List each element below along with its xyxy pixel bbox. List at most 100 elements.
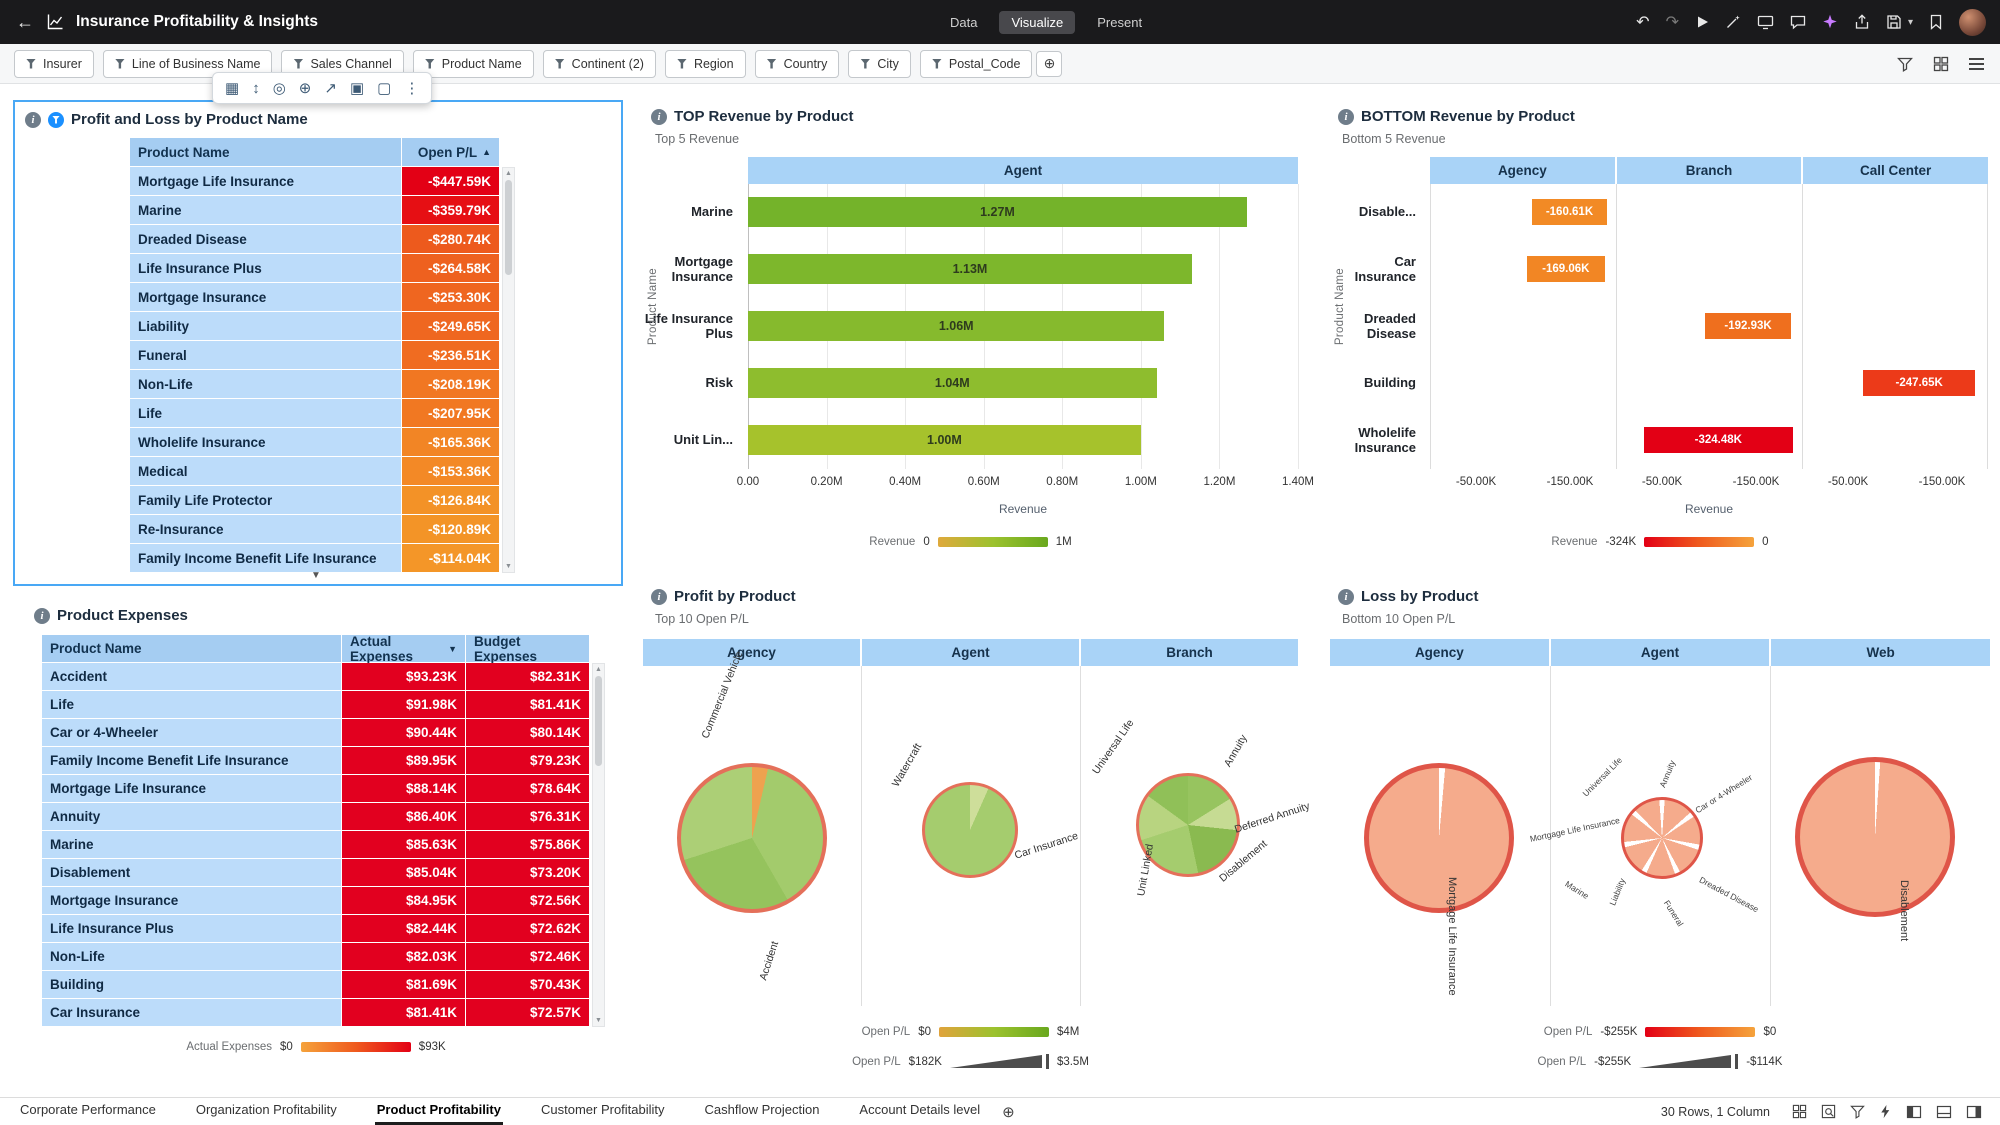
table-more-rows-icon[interactable]: ▼ — [311, 570, 321, 581]
widget-product-expenses[interactable]: i Product Expenses Product Name Actual E… — [26, 601, 606, 1071]
info-icon[interactable]: i — [34, 607, 50, 624]
filter-chip[interactable]: Insurer — [14, 49, 94, 78]
widget-profit-loss-table[interactable]: i Profit and Loss by Product Name Produc… — [13, 100, 623, 586]
table-row[interactable]: Funeral -$236.51K — [130, 341, 500, 370]
table-row[interactable]: Mortgage Life Insurance -$447.59K — [130, 167, 500, 196]
grid-view-icon[interactable] — [1792, 1104, 1807, 1119]
scroll-thumb[interactable] — [505, 180, 512, 275]
save-caret-icon[interactable]: ▾ — [1907, 16, 1913, 28]
table-row[interactable]: Medical -$153.36K — [130, 457, 500, 486]
info-icon[interactable]: i — [651, 588, 667, 605]
table-row[interactable]: Life $91.98K $81.41K — [42, 691, 590, 719]
more-actions-icon[interactable]: ⋮ — [404, 79, 420, 97]
table-row[interactable]: Wholelife Insurance -$165.36K — [130, 428, 500, 457]
column-header-budget-expenses[interactable]: Budget Expenses — [466, 634, 590, 664]
add-page-button[interactable]: ⊕ — [1002, 1103, 1015, 1121]
revenue-bar[interactable]: 1.06M — [748, 311, 1165, 341]
table-row[interactable]: Liability -$249.65K — [130, 312, 500, 341]
sort-icon[interactable]: ↕ — [252, 79, 260, 97]
info-icon[interactable]: i — [25, 111, 41, 128]
filter-icon[interactable] — [1897, 56, 1913, 72]
panel-right-icon[interactable] — [1966, 1105, 1982, 1119]
table-row[interactable]: Car Insurance $81.41K $72.57K — [42, 999, 590, 1027]
revenue-bar[interactable]: -160.61K — [1532, 199, 1607, 225]
filter-token-icon[interactable] — [1850, 1104, 1865, 1119]
table-scrollbar[interactable]: ▲ ▼ — [502, 167, 515, 573]
table-row[interactable]: Dreaded Disease -$280.74K — [130, 225, 500, 254]
table-row[interactable]: Disablement $85.04K $73.20K — [42, 859, 590, 887]
fullscreen-icon[interactable]: ▢ — [377, 79, 392, 97]
revenue-bar[interactable]: -192.93K — [1705, 313, 1791, 339]
table-row[interactable]: Mortgage Insurance -$253.30K — [130, 283, 500, 312]
filter-applied-icon[interactable] — [48, 111, 64, 128]
column-header-product-name[interactable]: Product Name — [130, 138, 402, 167]
outline-menu-icon[interactable] — [1969, 58, 1984, 70]
display-settings-icon[interactable] — [1757, 14, 1774, 30]
scroll-thumb[interactable] — [595, 676, 602, 766]
filter-chip[interactable]: Country — [754, 49, 840, 78]
table-row[interactable]: Family Income Benefit Life Insurance -$11… — [130, 544, 500, 573]
focus-icon[interactable]: ◎ — [272, 79, 286, 97]
info-icon[interactable]: i — [651, 108, 667, 125]
table-row[interactable]: Marine -$359.79K — [130, 196, 500, 225]
ai-assistant-icon[interactable] — [1822, 14, 1838, 30]
widget-gallery-icon[interactable] — [1933, 56, 1949, 72]
pie-profit-agent[interactable] — [922, 782, 1018, 878]
pie-loss-agency[interactable] — [1364, 763, 1514, 913]
widget-loss-by-product[interactable]: i Loss by Product Bottom 10 Open P/L Age… — [1330, 582, 1991, 1080]
page-tab[interactable]: Account Details level — [859, 1102, 981, 1117]
filter-chip[interactable]: Continent (2) — [542, 49, 656, 78]
revenue-bar[interactable]: 1.00M — [748, 425, 1141, 455]
filter-chip[interactable]: Product Name — [412, 49, 534, 78]
revenue-bar[interactable]: 1.04M — [748, 368, 1157, 398]
pie-profit-branch[interactable] — [1136, 773, 1240, 877]
page-tab[interactable]: Customer Profitability — [540, 1102, 665, 1117]
scroll-down-icon[interactable]: ▼ — [505, 563, 512, 570]
user-avatar[interactable] — [1959, 8, 1986, 36]
scroll-up-icon[interactable]: ▲ — [595, 666, 602, 673]
revenue-bar[interactable]: -324.48K — [1643, 427, 1793, 453]
undo-icon[interactable]: ↶ — [1636, 14, 1650, 31]
table-row[interactable]: Car or 4-Wheeler $90.44K $80.14K — [42, 719, 590, 747]
save-icon[interactable] — [1886, 14, 1902, 30]
wand-icon[interactable] — [1725, 14, 1741, 30]
table-row[interactable]: Building $81.69K $70.43K — [42, 971, 590, 999]
revenue-bar[interactable]: 1.13M — [748, 254, 1192, 284]
examine-icon[interactable] — [1821, 1104, 1836, 1119]
table-row[interactable]: Non-Life $82.03K $72.46K — [42, 943, 590, 971]
info-icon[interactable]: i — [1338, 588, 1354, 605]
table-row[interactable]: Family Income Benefit Life Insurance $89.… — [42, 747, 590, 775]
info-icon[interactable]: i — [1338, 108, 1354, 125]
table-row[interactable]: Life Insurance Plus $82.44K $72.62K — [42, 915, 590, 943]
add-filter-button[interactable]: ⊕ — [1036, 50, 1063, 77]
run-icon[interactable] — [1695, 15, 1709, 29]
filter-chip[interactable]: Postal_Code — [919, 49, 1033, 78]
page-tab[interactable]: Cashflow Projection — [704, 1102, 820, 1117]
revenue-bar[interactable]: -247.65K — [1863, 370, 1975, 396]
redo-icon[interactable]: ↷ — [1665, 14, 1679, 31]
table-row[interactable]: Life -$207.95K — [130, 399, 500, 428]
page-tab[interactable]: Product Profitability — [374, 1097, 503, 1125]
revenue-bar[interactable]: 1.27M — [748, 197, 1247, 227]
scroll-down-icon[interactable]: ▼ — [595, 1017, 602, 1024]
table-row[interactable]: Marine $85.63K $75.86K — [42, 831, 590, 859]
scroll-up-icon[interactable]: ▲ — [505, 170, 512, 177]
mode-tab-data[interactable]: Data — [950, 14, 978, 30]
panel-bottom-icon[interactable] — [1936, 1105, 1952, 1119]
table-row[interactable]: Mortgage Life Insurance $88.14K $78.64K — [42, 775, 590, 803]
widget-top-revenue[interactable]: i TOP Revenue by Product Top 5 Revenue A… — [643, 100, 1314, 572]
mode-tab-present[interactable]: Present — [1097, 14, 1143, 30]
column-header-open-pl[interactable]: Open P/L ▲ — [402, 138, 500, 167]
table-row[interactable]: Life Insurance Plus -$264.58K — [130, 254, 500, 283]
open-icon[interactable]: ↗ — [324, 79, 337, 97]
revenue-bar[interactable]: -169.06K — [1526, 256, 1605, 282]
pie-loss-web[interactable] — [1795, 757, 1955, 917]
widget-bottom-revenue[interactable]: i BOTTOM Revenue by Product Bottom 5 Rev… — [1330, 100, 1990, 572]
widget-profit-by-product[interactable]: i Profit by Product Top 10 Open P/L Agen… — [643, 582, 1311, 1080]
copy-icon[interactable]: ▣ — [349, 79, 365, 97]
filter-chip[interactable]: Region — [664, 49, 746, 78]
page-tab[interactable]: Organization Profitability — [195, 1102, 337, 1117]
share-icon[interactable] — [1854, 14, 1870, 30]
panel-left-icon[interactable] — [1906, 1105, 1922, 1119]
page-tab[interactable]: Corporate Performance — [20, 1102, 156, 1117]
